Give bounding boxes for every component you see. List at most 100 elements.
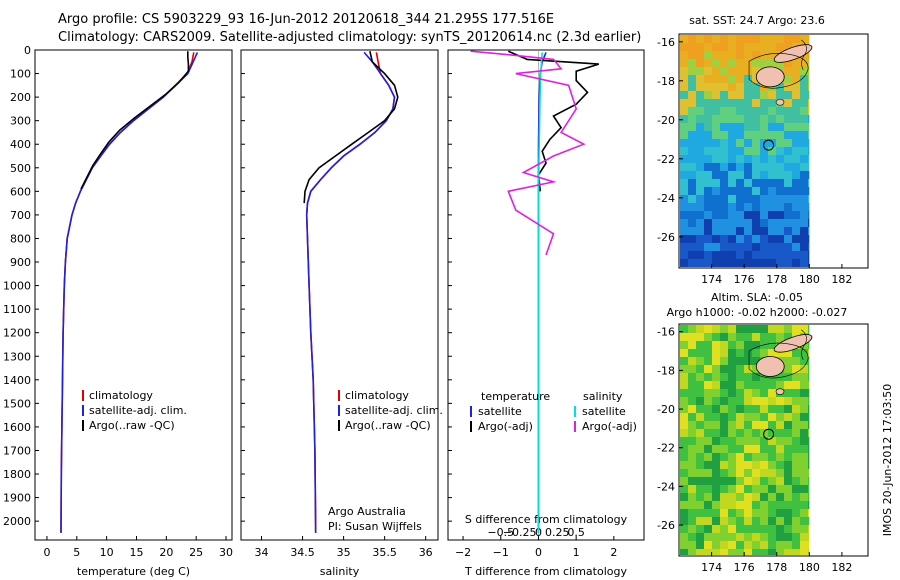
temperature-xtick-label-1: 5 — [73, 546, 80, 559]
salinity-series-0 — [305, 52, 396, 533]
depth-tick-label-8: 800 — [10, 232, 31, 245]
temperature-xtick-label-3: 15 — [129, 546, 143, 559]
sst_map-ytick-label-2: -20 — [657, 114, 675, 127]
depth-tick-label-9: 900 — [10, 256, 31, 269]
sla_map-xtick-label-4: 182 — [831, 561, 852, 574]
depth-tick-label-14: 1400 — [3, 374, 31, 387]
imos-timestamp: IMOS 20-Jun-2012 17:03:50 — [881, 384, 894, 537]
temperature-series-2 — [80, 51, 190, 190]
sst_map-contour-1 — [748, 53, 809, 89]
temperature-difference-xtick-label-1: −1 — [493, 546, 509, 559]
sla_map-xtick-label-1: 176 — [734, 561, 755, 574]
depth-tick-label-2: 200 — [10, 91, 31, 104]
depth-tick-label-20: 2000 — [3, 515, 31, 528]
sla-map-title-line1: Altim. SLA: -0.05 — [711, 291, 803, 304]
depth-tick-label-18: 1800 — [3, 468, 31, 481]
salinity-series-2 — [303, 51, 399, 204]
temperature-difference-xtick-label-0: −2 — [455, 546, 471, 559]
temperature-xtick-label-4: 20 — [159, 546, 173, 559]
sst_map-ytick-label-5: -26 — [657, 231, 675, 244]
sst_map-island-vitilevu — [755, 66, 785, 88]
pi-name-note: PI: Susan Wijffels — [328, 520, 422, 533]
sst_map-contour-2 — [801, 39, 807, 70]
salinity-series-1 — [305, 51, 396, 533]
temperature-panel-frame — [34, 49, 233, 541]
temperature-xtick-label-5: 25 — [189, 546, 203, 559]
depth-tick-label-1: 100 — [10, 68, 31, 81]
sst_map-ytick-label-1: -18 — [657, 75, 675, 88]
salinity-xtick-label-2: 35 — [337, 546, 351, 559]
depth-tick-label-10: 1000 — [3, 280, 31, 293]
sst_map-ytick-label-0: -16 — [657, 36, 675, 49]
sst_map-field — [680, 35, 810, 267]
temperature-difference-xtick-label-2: 0 — [535, 546, 542, 559]
salinity-panel-frame — [240, 49, 439, 541]
sst_map-island-vanualevu — [773, 44, 813, 63]
sla_map-island-vitilevu — [755, 356, 785, 377]
sla-map-title-line2: Argo h1000: -0.02 h2000: -0.027 — [667, 306, 848, 319]
temperature-axis-label: temperature (deg C) — [77, 565, 190, 578]
salinity-axis-label: salinity — [320, 565, 360, 578]
depth-tick-label-6: 600 — [10, 185, 31, 198]
depth-tick-label-16: 1600 — [3, 421, 31, 434]
sla_map-island-kadavu — [775, 388, 785, 395]
sst_map-xtick-label-3: 180 — [799, 273, 820, 286]
depth-tick-label-4: 400 — [10, 138, 31, 151]
depth-tick-label-15: 1500 — [3, 397, 31, 410]
sst-map-title: sat. SST: 24.7 Argo: 23.6 — [689, 14, 825, 27]
sst_map-xtick-label-2: 178 — [766, 273, 787, 286]
depth-tick-label-7: 700 — [10, 209, 31, 222]
depth-tick-label-5: 500 — [10, 162, 31, 175]
salinity-xtick-label-1: 34.5 — [290, 546, 315, 559]
sla_map-ytick-label-3: -22 — [657, 442, 675, 455]
sla_map-island-vanualevu — [773, 334, 813, 353]
sla_map-ytick-label-5: -26 — [657, 519, 675, 532]
difference-legend-temperature-item-0: satellite — [478, 405, 522, 418]
temperature-xtick-label-2: 10 — [100, 546, 114, 559]
depth-tick-label-19: 1900 — [3, 492, 31, 505]
depth-tick-label-17: 1700 — [3, 444, 31, 457]
sst_map-ytick-label-3: -22 — [657, 153, 675, 166]
sla_map-ytick-label-4: -24 — [657, 480, 675, 493]
temperature-legend-label-1: satellite-adj. clim. — [89, 404, 187, 417]
sla_map-xtick-label-3: 180 — [799, 561, 820, 574]
salinity-legend-label-0: climatology — [345, 389, 409, 402]
temperature-legend-label-0: climatology — [89, 389, 153, 402]
difference-legend-temperature-item-1: Argo(-adj) — [478, 420, 533, 433]
temperature-difference-xtick-label-4: 2 — [610, 546, 617, 559]
difference-legend-salinity-heading: salinity — [583, 390, 623, 403]
temperature-xtick-label-0: 0 — [43, 546, 50, 559]
depth-tick-label-12: 1200 — [3, 327, 31, 340]
sla_map-argo-marker — [763, 428, 775, 440]
sst_map-argo-marker — [763, 139, 775, 151]
difference-legend-salinity-item-1: Argo(-adj) — [582, 420, 637, 433]
sst_map-xtick-label-0: 174 — [701, 273, 722, 286]
salinity-xtick-label-3: 35.5 — [372, 546, 397, 559]
temperature-xtick-label-6: 30 — [219, 546, 233, 559]
difference-panel-frame — [447, 49, 645, 541]
sla_map-ytick-label-1: -18 — [657, 364, 675, 377]
s-difference-tick-label-0: −0.5 — [487, 526, 514, 539]
temperature-difference-xtick-label-3: 1 — [573, 546, 580, 559]
temperature-legend-label-2: Argo(..raw -QC) — [89, 419, 175, 432]
temperature-difference-axis-label: T difference from climatology — [464, 565, 627, 578]
s-difference-tick-label-1: −0.25 — [503, 526, 537, 539]
sst_map-xtick-label-1: 176 — [734, 273, 755, 286]
s-difference-tick-label-3: 0.25 — [545, 526, 570, 539]
salinity-xtick-label-0: 34 — [255, 546, 269, 559]
salinity-legend-label-1: satellite-adj. clim. — [345, 404, 443, 417]
depth-tick-label-13: 1300 — [3, 350, 31, 363]
difference-series-3 — [470, 50, 586, 256]
sst_map-ytick-label-4: -24 — [657, 192, 675, 205]
difference-legend-temperature-heading: temperature — [481, 390, 550, 403]
sst_map-xtick-label-4: 182 — [831, 273, 852, 286]
sla_map-field — [680, 325, 810, 555]
difference-series-2 — [537, 52, 543, 533]
salinity-xtick-label-4: 36 — [419, 546, 433, 559]
salinity-legend-label-2: Argo(..raw -QC) — [345, 419, 431, 432]
plot-title-line2: Climatology: CARS2009. Satellite-adjuste… — [58, 30, 642, 45]
difference-legend-salinity-item-0: satellite — [582, 405, 626, 418]
sla_map-ytick-label-2: -20 — [657, 403, 675, 416]
sla_map-xtick-label-2: 178 — [766, 561, 787, 574]
